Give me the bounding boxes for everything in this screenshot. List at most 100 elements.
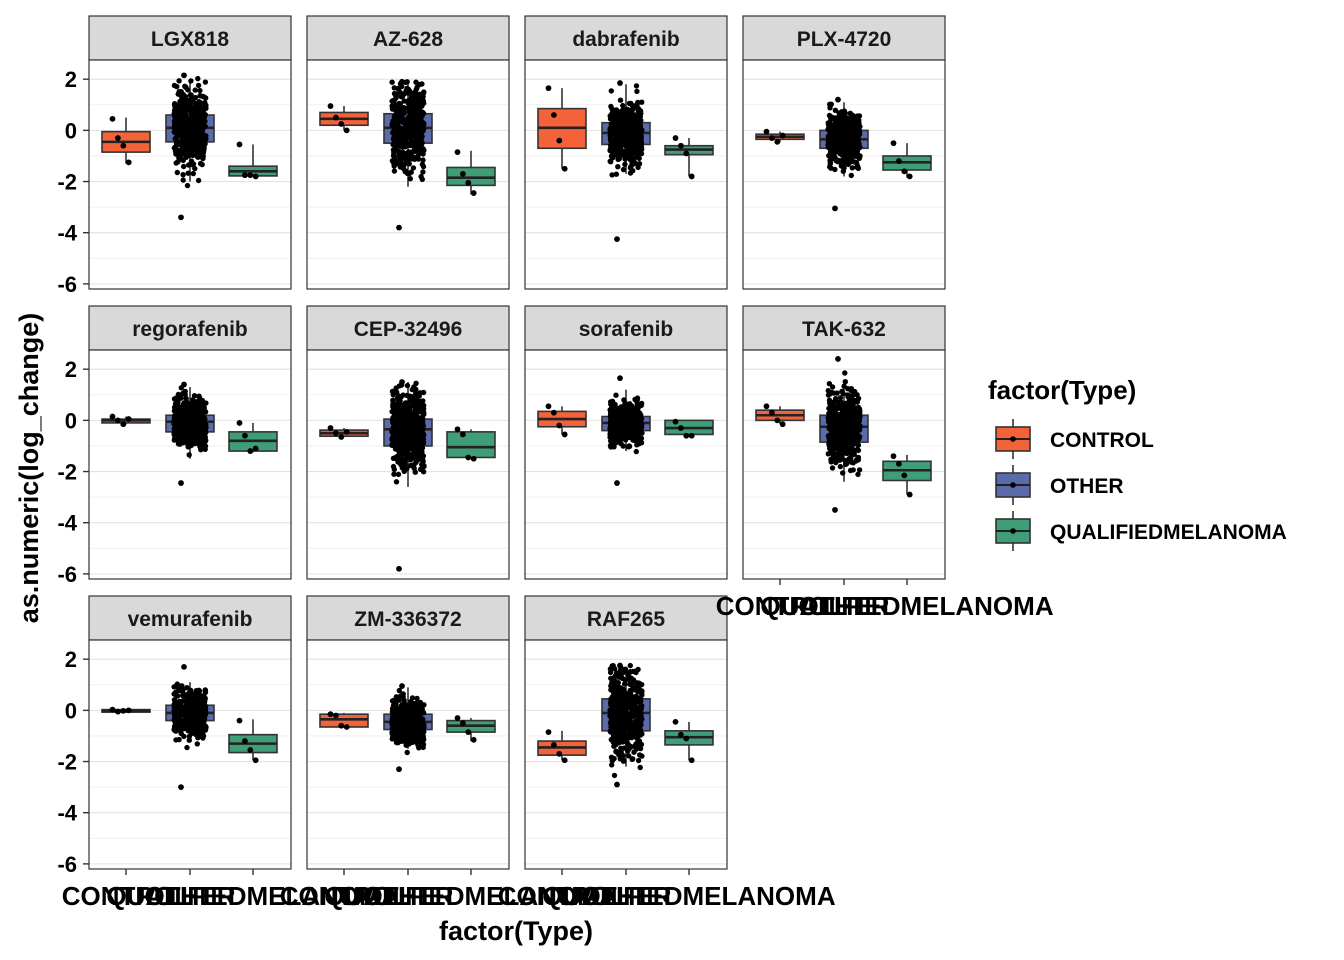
data-point (390, 463, 397, 470)
data-point (412, 143, 418, 149)
data-point (825, 144, 832, 151)
data-point (830, 451, 836, 458)
data-point (612, 147, 618, 153)
data-point (839, 402, 845, 409)
data-point (850, 442, 856, 448)
data-point (638, 150, 645, 157)
data-point (618, 127, 625, 134)
data-point (470, 736, 477, 743)
jitter-points (825, 96, 863, 212)
y-tick-label: -4 (57, 801, 77, 826)
data-point (395, 108, 401, 115)
data-point (193, 133, 199, 139)
data-point (827, 105, 833, 111)
data-point (184, 713, 190, 719)
data-point (236, 141, 243, 148)
data-point (398, 709, 405, 715)
data-point (185, 138, 192, 144)
data-point (236, 717, 243, 724)
data-point (418, 141, 425, 147)
data-point (407, 176, 413, 182)
data-point (830, 430, 836, 436)
facet-strip (742, 305, 946, 351)
data-point (630, 168, 636, 174)
data-point (389, 388, 396, 395)
data-point (120, 421, 127, 428)
data-point (190, 398, 196, 405)
data-point (633, 405, 639, 412)
data-point (622, 681, 628, 687)
data-point (418, 732, 424, 738)
jitter-points (545, 85, 568, 172)
facet-panel: dabrafenib (524, 15, 728, 290)
data-point (634, 128, 640, 134)
panel-border (742, 59, 946, 290)
data-point (769, 409, 775, 416)
data-point (460, 720, 466, 727)
data-point (411, 462, 417, 468)
data-point (109, 413, 116, 420)
data-point (845, 394, 851, 400)
data-point (621, 397, 627, 403)
data-point (392, 401, 398, 408)
data-point (631, 425, 637, 431)
jitter-points (389, 78, 427, 231)
data-point (327, 103, 334, 109)
data-point (851, 412, 857, 418)
data-point (825, 451, 831, 457)
data-point (420, 157, 426, 163)
data-point (180, 177, 186, 183)
data-point (825, 138, 832, 145)
data-point (189, 411, 196, 417)
panel-border (88, 59, 292, 290)
data-point (840, 113, 846, 119)
data-point (190, 144, 197, 151)
data-point (848, 455, 854, 461)
data-point (851, 451, 857, 458)
jitter-points (763, 403, 786, 428)
data-point (343, 127, 350, 134)
data-point (403, 411, 410, 418)
facet-strip-label: LGX818 (151, 28, 230, 51)
data-point (828, 459, 834, 465)
data-point (408, 453, 414, 460)
y-tick-label: -4 (57, 511, 77, 536)
data-point (176, 155, 182, 161)
data-point (609, 110, 615, 117)
data-point (411, 449, 417, 455)
data-point (617, 97, 624, 103)
data-point (195, 410, 201, 416)
facet-strip-label: TAK-632 (802, 318, 886, 341)
data-point (171, 107, 178, 114)
jitter-points (109, 413, 132, 428)
data-point (393, 739, 400, 746)
data-point (618, 440, 624, 447)
data-point (196, 688, 203, 694)
data-point (404, 382, 411, 389)
data-point (840, 168, 846, 174)
data-point (418, 100, 424, 107)
jitter-points (236, 141, 259, 180)
data-point (180, 138, 186, 144)
jitter-points (454, 715, 477, 743)
data-point (395, 457, 402, 464)
data-point (173, 145, 179, 152)
data-point (389, 719, 395, 725)
box-control (101, 115, 151, 166)
data-point (192, 405, 199, 411)
facet-strip (88, 15, 292, 61)
data-point (403, 424, 409, 430)
data-point (180, 707, 187, 714)
gridlines (307, 368, 509, 575)
data-point (840, 443, 846, 450)
data-point (176, 425, 182, 432)
data-point (172, 114, 178, 120)
data-point (197, 87, 203, 94)
data-point (906, 491, 913, 498)
facet-panel: PLX-4720 (742, 15, 946, 290)
data-point (195, 75, 201, 82)
data-point (407, 113, 413, 120)
data-point (634, 442, 640, 448)
data-point (247, 172, 254, 179)
data-point (417, 466, 424, 472)
